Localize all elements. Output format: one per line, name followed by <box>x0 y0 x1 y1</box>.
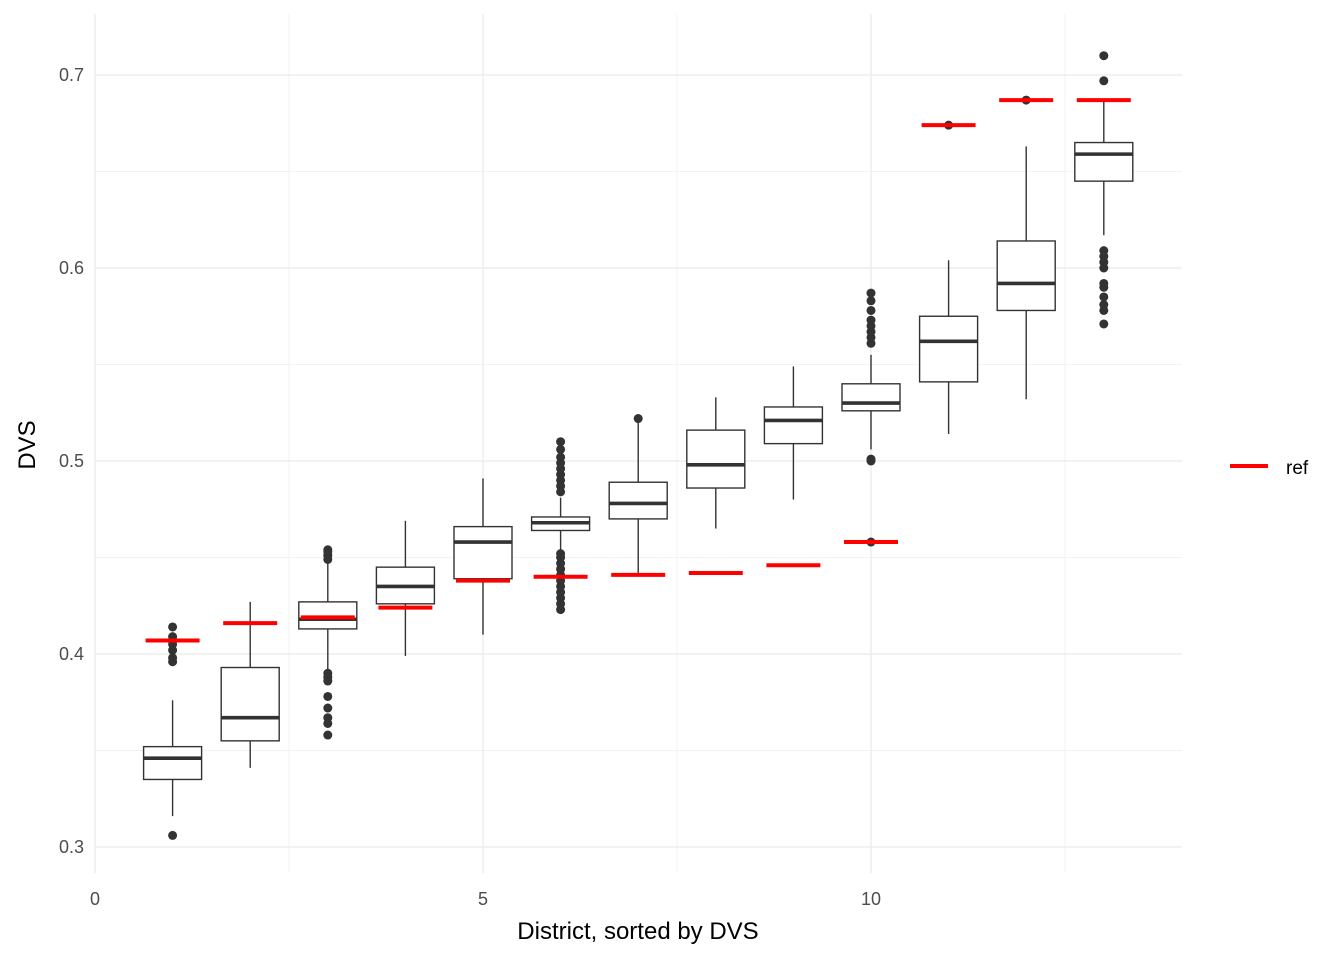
box-district-11 <box>918 120 979 434</box>
box-district-7 <box>608 414 668 575</box>
box-district-4 <box>375 520 436 656</box>
box-district-3 <box>298 545 358 740</box>
box-outlier-point <box>866 288 876 298</box>
x-axis-ticks: 0 5 10 <box>90 889 881 909</box>
box-iqr <box>608 481 668 520</box>
box-outlier-point <box>168 653 178 663</box>
box-iqr <box>841 383 901 412</box>
x-tick-label: 5 <box>478 889 488 909</box>
box-outlier-point <box>323 545 333 555</box>
box-district-9 <box>763 366 824 500</box>
box-iqr <box>763 406 824 445</box>
y-axis-ticks: 0.3 0.4 0.5 0.6 0.7 <box>59 65 84 857</box>
box-iqr <box>142 745 203 781</box>
box-iqr <box>453 525 513 580</box>
y-tick-label: 0.6 <box>59 258 84 278</box>
box-outlier-point <box>1099 51 1109 61</box>
box-outlier-point <box>866 454 876 464</box>
legend: ref <box>1230 458 1309 479</box>
box-outlier-point <box>866 305 876 315</box>
ref-series <box>145 98 1131 643</box>
box-series <box>142 51 1134 840</box>
box-outlier-point <box>168 622 178 632</box>
box-district-1 <box>142 622 203 840</box>
y-axis-title: DVS <box>14 420 41 469</box>
y-tick-label: 0.5 <box>59 451 84 471</box>
x-tick-label: 0 <box>90 889 100 909</box>
box-district-2 <box>220 601 280 768</box>
box-outlier-point <box>1099 246 1109 256</box>
box-iqr <box>918 315 979 383</box>
box-outlier-point <box>866 296 876 306</box>
box-outlier-point <box>323 668 333 678</box>
box-district-5 <box>453 478 513 635</box>
box-iqr <box>1074 141 1134 182</box>
box-outlier-point <box>1099 292 1109 302</box>
x-axis-title: District, sorted by DVS <box>517 918 758 945</box>
legend-label-ref: ref <box>1286 458 1309 479</box>
box-outlier-point <box>556 437 566 447</box>
box-outlier-point <box>323 691 333 701</box>
box-outlier-point <box>1099 300 1109 310</box>
box-outlier-point <box>323 713 333 723</box>
box-district-6 <box>530 437 591 615</box>
box-outlier-point <box>323 730 333 740</box>
box-iqr <box>220 666 280 742</box>
y-tick-label: 0.3 <box>59 837 84 857</box>
box-district-13 <box>1074 51 1134 329</box>
box-district-10 <box>841 288 901 547</box>
x-tick-label: 10 <box>861 889 881 909</box>
box-outlier-point <box>168 830 178 840</box>
box-outlier-point <box>633 414 643 424</box>
box-outlier-point <box>556 444 566 454</box>
box-outlier-point <box>1099 319 1109 329</box>
box-outlier-point <box>323 703 333 713</box>
y-tick-label: 0.7 <box>59 65 84 85</box>
box-outlier-point <box>866 315 876 325</box>
y-tick-label: 0.4 <box>59 644 84 664</box>
box-outlier-point <box>1099 278 1109 288</box>
box-iqr <box>686 429 746 489</box>
box-outlier-point <box>1099 76 1109 86</box>
box-outlier-point <box>556 549 566 559</box>
box-district-12 <box>996 95 1056 400</box>
box-iqr <box>996 240 1056 312</box>
box-district-8 <box>686 397 746 529</box>
box-outlier-point <box>556 452 566 462</box>
